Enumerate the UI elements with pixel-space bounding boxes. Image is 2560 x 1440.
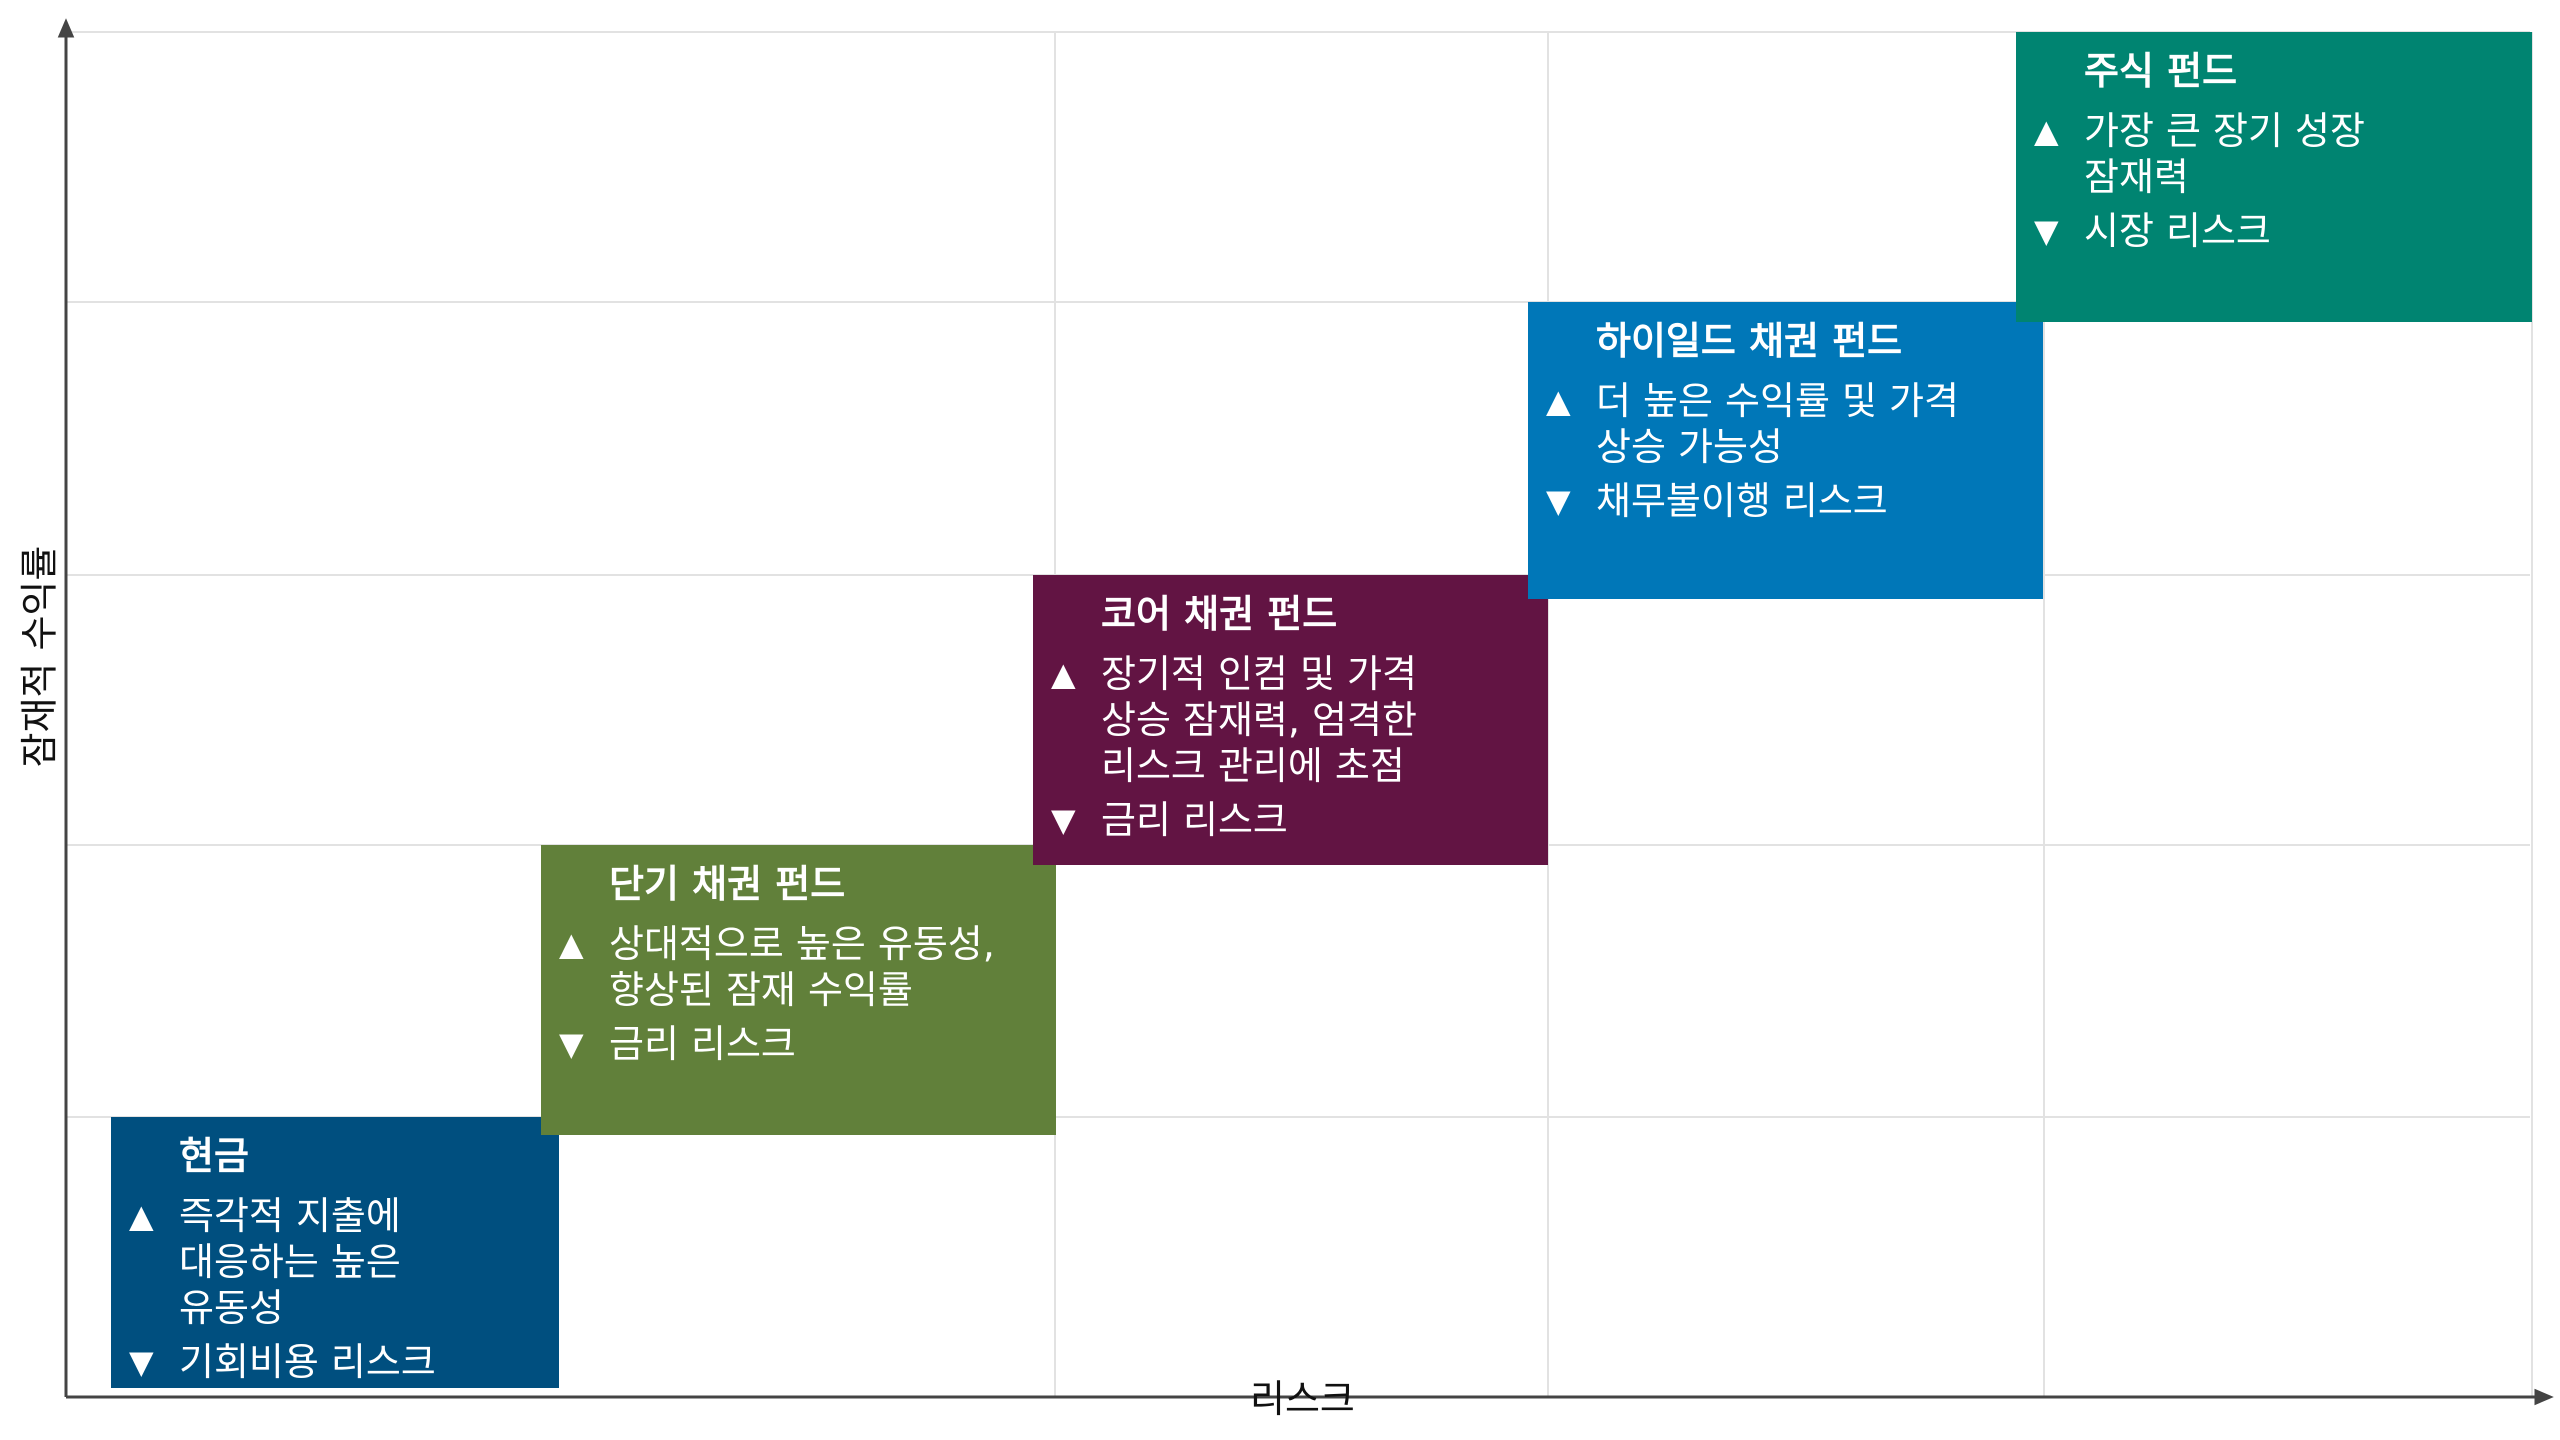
- triangle-down-icon: ▼: [559, 1025, 584, 1063]
- card-title: 현금: [179, 1134, 249, 1178]
- triangle-down-icon: ▼: [129, 1343, 154, 1381]
- y-axis-arrow-icon: [57, 18, 75, 38]
- triangle-down-icon: ▼: [1546, 482, 1571, 520]
- card-upside: ▲ 가장 큰 장기 성장 잠재력: [2034, 108, 2514, 200]
- x-axis-arrow-icon: [2534, 1388, 2554, 1406]
- card-downside-text: 채무불이행 리스크: [1596, 479, 1888, 523]
- card-downside-text: 기회비용 리스크: [179, 1340, 436, 1384]
- card-upside-text: 즉각적 지출에 대응하는 높은 유동성: [179, 1194, 401, 1330]
- triangle-up-icon: ▲: [1051, 655, 1076, 693]
- card-upside-text: 상대적으로 높은 유동성, 향상된 잠재 수익률: [609, 922, 995, 1012]
- card-downside: ▼ 시장 리스크: [2034, 208, 2514, 254]
- card-downside: ▼ 기회비용 리스크: [129, 1339, 541, 1385]
- card-downside-text: 금리 리스크: [1101, 798, 1288, 842]
- card-equity-fund: 주식 펀드 ▲ 가장 큰 장기 성장 잠재력 ▼ 시장 리스크: [2016, 32, 2532, 322]
- triangle-up-icon: ▲: [2034, 112, 2059, 150]
- card-upside: ▲ 더 높은 수익률 및 가격 상승 가능성: [1546, 378, 2025, 470]
- triangle-up-icon: ▲: [1546, 382, 1571, 420]
- card-title: 주식 펀드: [2084, 49, 2238, 93]
- card-title: 하이일드 채권 펀드: [1596, 319, 1903, 363]
- triangle-down-icon: ▼: [2034, 212, 2059, 250]
- card-upside-text: 장기적 인컴 및 가격 상승 잠재력, 엄격한 리스크 관리에 초점: [1101, 652, 1417, 788]
- y-axis-title: 잠재적 수익률: [17, 545, 62, 768]
- card-core-bond-fund: 코어 채권 펀드 ▲ 장기적 인컴 및 가격 상승 잠재력, 엄격한 리스크 관…: [1033, 575, 1548, 865]
- card-cash: 현금 ▲ 즉각적 지출에 대응하는 높은 유동성 ▼ 기회비용 리스크: [111, 1117, 559, 1388]
- card-short-bond-fund: 단기 채권 펀드 ▲ 상대적으로 높은 유동성, 향상된 잠재 수익률 ▼ 금리…: [541, 845, 1056, 1135]
- card-upside: ▲ 즉각적 지출에 대응하는 높은 유동성: [129, 1193, 541, 1331]
- card-downside: ▼ 금리 리스크: [1051, 797, 1530, 843]
- card-title: 단기 채권 펀드: [609, 862, 846, 906]
- card-downside: ▼ 금리 리스크: [559, 1021, 1038, 1067]
- triangle-up-icon: ▲: [559, 925, 584, 963]
- axes: [57, 18, 2554, 1406]
- card-downside: ▼ 채무불이행 리스크: [1546, 478, 2025, 524]
- card-upside: ▲ 장기적 인컴 및 가격 상승 잠재력, 엄격한 리스크 관리에 초점: [1051, 651, 1530, 789]
- card-upside-text: 가장 큰 장기 성장 잠재력: [2084, 109, 2365, 199]
- card-title: 코어 채권 펀드: [1101, 592, 1338, 636]
- card-downside-text: 시장 리스크: [2084, 209, 2271, 253]
- card-upside: ▲ 상대적으로 높은 유동성, 향상된 잠재 수익률: [559, 921, 1038, 1013]
- card-high-yield-bond-fund: 하이일드 채권 펀드 ▲ 더 높은 수익률 및 가격 상승 가능성 ▼ 채무불이…: [1528, 302, 2043, 599]
- triangle-up-icon: ▲: [129, 1197, 154, 1235]
- x-axis-title: 리스크: [1250, 1377, 1355, 1421]
- triangle-down-icon: ▼: [1051, 801, 1076, 839]
- card-upside-text: 더 높은 수익률 및 가격 상승 가능성: [1596, 379, 1959, 469]
- card-downside-text: 금리 리스크: [609, 1022, 796, 1066]
